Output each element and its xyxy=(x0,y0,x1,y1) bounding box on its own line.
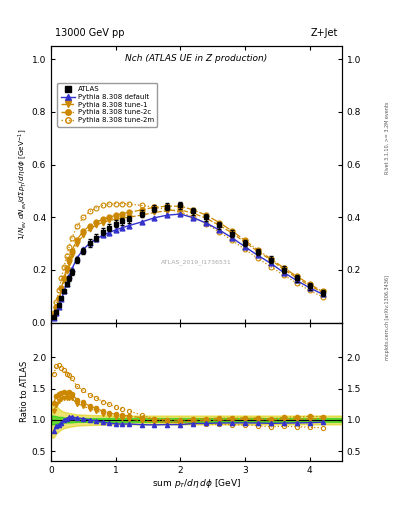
Y-axis label: $1/N_{ev}$ $dN_{ev}/d\Sigma p_T/d\eta\,d\phi$ $[\mathrm{GeV}^{-1}]$: $1/N_{ev}$ $dN_{ev}/d\Sigma p_T/d\eta\,d… xyxy=(16,129,29,240)
Text: ATLAS_2019_I1736531: ATLAS_2019_I1736531 xyxy=(161,259,232,265)
Text: Z+Jet: Z+Jet xyxy=(310,28,338,38)
Legend: ATLAS, Pythia 8.308 default, Pythia 8.308 tune-1, Pythia 8.308 tune-2c, Pythia 8: ATLAS, Pythia 8.308 default, Pythia 8.30… xyxy=(57,83,157,126)
Text: Rivet 3.1.10, >= 3.2M events: Rivet 3.1.10, >= 3.2M events xyxy=(385,102,389,175)
Y-axis label: Ratio to ATLAS: Ratio to ATLAS xyxy=(20,361,29,422)
Text: mcplots.cern.ch [arXiv:1306.3436]: mcplots.cern.ch [arXiv:1306.3436] xyxy=(385,275,389,360)
Text: 13000 GeV pp: 13000 GeV pp xyxy=(55,28,125,38)
X-axis label: sum $p_T/d\eta\,d\phi$ [GeV]: sum $p_T/d\eta\,d\phi$ [GeV] xyxy=(152,477,241,490)
Text: Nch (ATLAS UE in Z production): Nch (ATLAS UE in Z production) xyxy=(125,54,268,63)
